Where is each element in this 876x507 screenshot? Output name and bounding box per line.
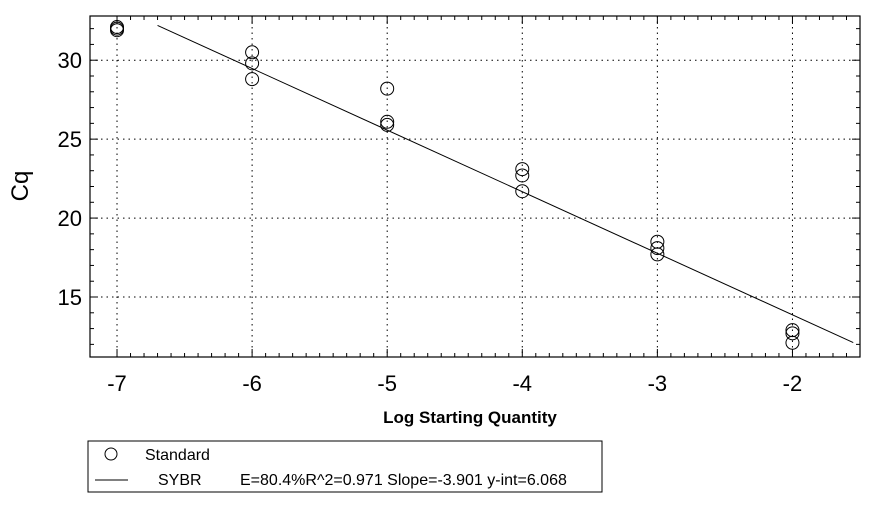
data-point <box>650 241 665 256</box>
x-axis-title: Log Starting Quantity <box>383 408 557 427</box>
x-tick-label: -2 <box>783 371 803 396</box>
data-point <box>515 168 530 183</box>
x-tick-label: -6 <box>242 371 262 396</box>
data-point <box>380 114 395 129</box>
data-point <box>245 56 260 71</box>
x-tick-label: -5 <box>377 371 397 396</box>
legend-label-standard: Standard <box>145 447 210 464</box>
data-point <box>245 72 260 87</box>
legend: Standard SYBR E=80.4%R^2=0.971 Slope=-3.… <box>87 440 603 493</box>
data-point <box>515 184 530 199</box>
grid-lines <box>90 16 860 357</box>
data-point <box>110 20 125 35</box>
data-point <box>650 247 665 262</box>
y-tick-label: 30 <box>58 48 82 73</box>
x-tick-label: -3 <box>648 371 668 396</box>
data-point <box>785 335 800 350</box>
data-point <box>785 326 800 341</box>
legend-stats: E=80.4%R^2=0.971 Slope=-3.901 y-int=6.06… <box>240 472 567 489</box>
legend-box <box>87 440 603 493</box>
y-tick-label: 15 <box>58 285 82 310</box>
x-tick-label: -7 <box>107 371 127 396</box>
plot-frame <box>89 15 861 358</box>
data-point <box>380 81 395 96</box>
y-axis: 15 20 25 30 <box>58 28 860 345</box>
data-point <box>515 162 530 177</box>
data-point <box>380 117 395 132</box>
y-axis-title: Cq <box>7 171 34 202</box>
legend-label-sybr: SYBR <box>158 472 202 489</box>
y-tick-label: 25 <box>58 127 82 152</box>
data-point <box>245 45 260 60</box>
x-axis: -7 -6 -5 -4 -3 -2 <box>107 16 861 396</box>
regression-line <box>157 24 854 344</box>
x-tick-label: -4 <box>512 371 532 396</box>
legend-circle-marker <box>104 447 118 461</box>
y-tick-label: 20 <box>58 206 82 231</box>
standard-points <box>110 20 800 350</box>
